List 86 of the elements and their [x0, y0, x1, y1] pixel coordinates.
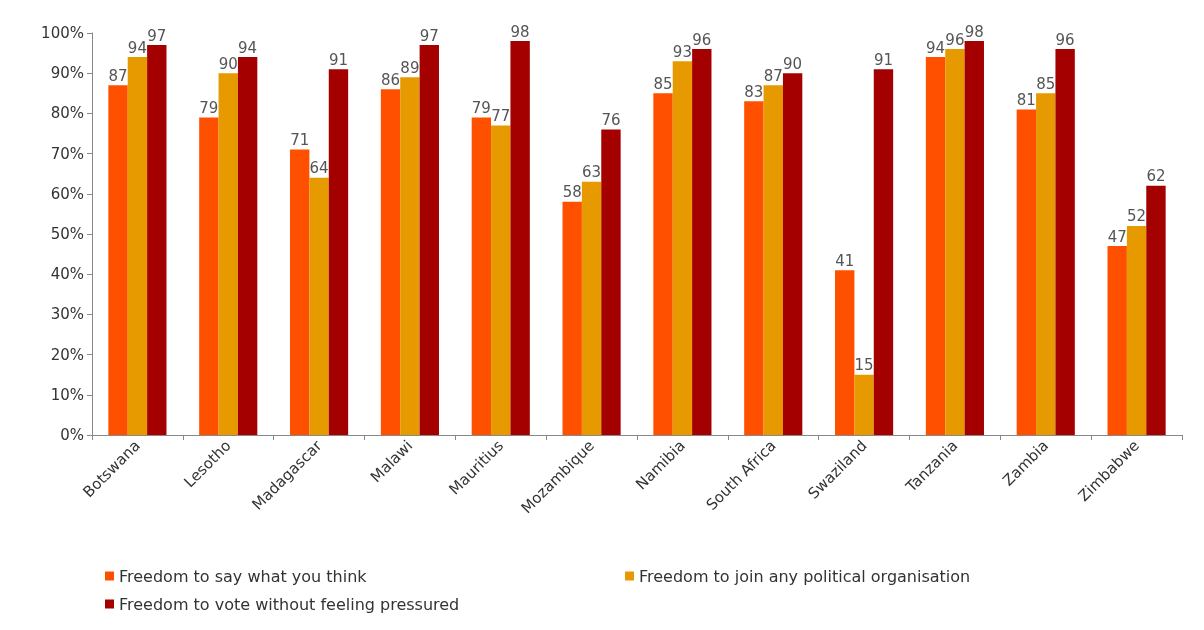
bar [419, 45, 439, 435]
bar [491, 125, 511, 435]
y-tick-label: 0% [60, 426, 84, 444]
bar [763, 85, 783, 435]
data-label: 98 [510, 22, 530, 41]
bar [400, 77, 420, 435]
data-label: 81 [1016, 90, 1036, 109]
bar [925, 57, 946, 435]
y-tick-label: 10% [50, 385, 84, 404]
bar [1146, 185, 1166, 435]
bar [835, 270, 855, 435]
data-label: 58 [562, 183, 582, 202]
y-tick-label: 80% [50, 104, 84, 123]
data-label: 94 [925, 38, 946, 57]
data-label: 76 [601, 110, 621, 129]
data-label: 97 [147, 26, 167, 45]
data-label: 79 [471, 98, 491, 117]
y-tick-label: 100% [41, 24, 84, 42]
bar [108, 85, 128, 435]
bar [744, 101, 764, 435]
data-label: 96 [692, 30, 712, 49]
data-label: 62 [1146, 167, 1166, 186]
bar [672, 61, 693, 435]
data-label: 90 [218, 54, 238, 73]
bar [510, 41, 530, 435]
data-label: 91 [328, 50, 349, 69]
data-label: 87 [108, 66, 128, 85]
data-label: 94 [127, 38, 147, 57]
data-label: 47 [1107, 227, 1127, 246]
data-label: 41 [835, 251, 855, 270]
bar [782, 73, 803, 435]
bar [328, 69, 349, 435]
bar [127, 57, 148, 435]
bar [380, 89, 401, 435]
legend-label: Freedom to vote without feeling pressured [119, 594, 460, 614]
bar [692, 49, 712, 435]
data-label: 15 [854, 356, 874, 375]
bar [237, 57, 258, 435]
data-label: 85 [653, 74, 673, 93]
bar [1016, 109, 1037, 435]
y-tick-label: 30% [50, 305, 84, 324]
data-label: 79 [199, 98, 219, 117]
data-label: 64 [309, 159, 329, 178]
bar [854, 374, 874, 435]
y-tick-label: 60% [50, 184, 84, 203]
data-label: 96 [945, 30, 965, 49]
data-label: 90 [783, 54, 803, 73]
bar [1036, 93, 1056, 435]
bar [290, 149, 310, 435]
bar [1107, 246, 1127, 435]
legend-label: Freedom to join any political organisation [639, 566, 971, 586]
bar [1055, 49, 1075, 435]
legend-label: Freedom to say what you think [119, 566, 368, 586]
y-tick-label: 20% [50, 345, 84, 364]
bar [601, 129, 621, 435]
y-tick-label: 40% [50, 265, 84, 284]
bar [471, 117, 492, 435]
data-label: 91 [873, 50, 894, 69]
data-label: 71 [290, 131, 310, 150]
bar [199, 117, 219, 435]
data-label: 97 [419, 26, 439, 45]
data-label: 86 [380, 70, 401, 89]
data-label: 52 [1127, 207, 1147, 226]
bar [309, 177, 329, 435]
data-label: 87 [763, 66, 783, 85]
bar [562, 201, 582, 435]
bar [147, 45, 167, 435]
data-label: 98 [964, 22, 984, 41]
data-label: 85 [1036, 74, 1056, 93]
data-label: 89 [400, 58, 420, 77]
data-label: 83 [744, 82, 764, 101]
y-tick-label: 70% [50, 144, 84, 163]
bar [218, 73, 238, 435]
bar [964, 41, 984, 435]
bar [653, 93, 673, 435]
bar [873, 69, 894, 435]
y-tick-label: 50% [50, 225, 84, 243]
data-label: 94 [238, 38, 258, 57]
data-label: 96 [1055, 30, 1075, 49]
y-tick-label: 90% [50, 64, 84, 83]
data-label: 93 [672, 42, 692, 61]
data-label: 77 [491, 106, 511, 125]
bar [581, 181, 602, 435]
data-label: 63 [582, 163, 602, 182]
bar [945, 49, 965, 435]
bar [1126, 225, 1147, 435]
